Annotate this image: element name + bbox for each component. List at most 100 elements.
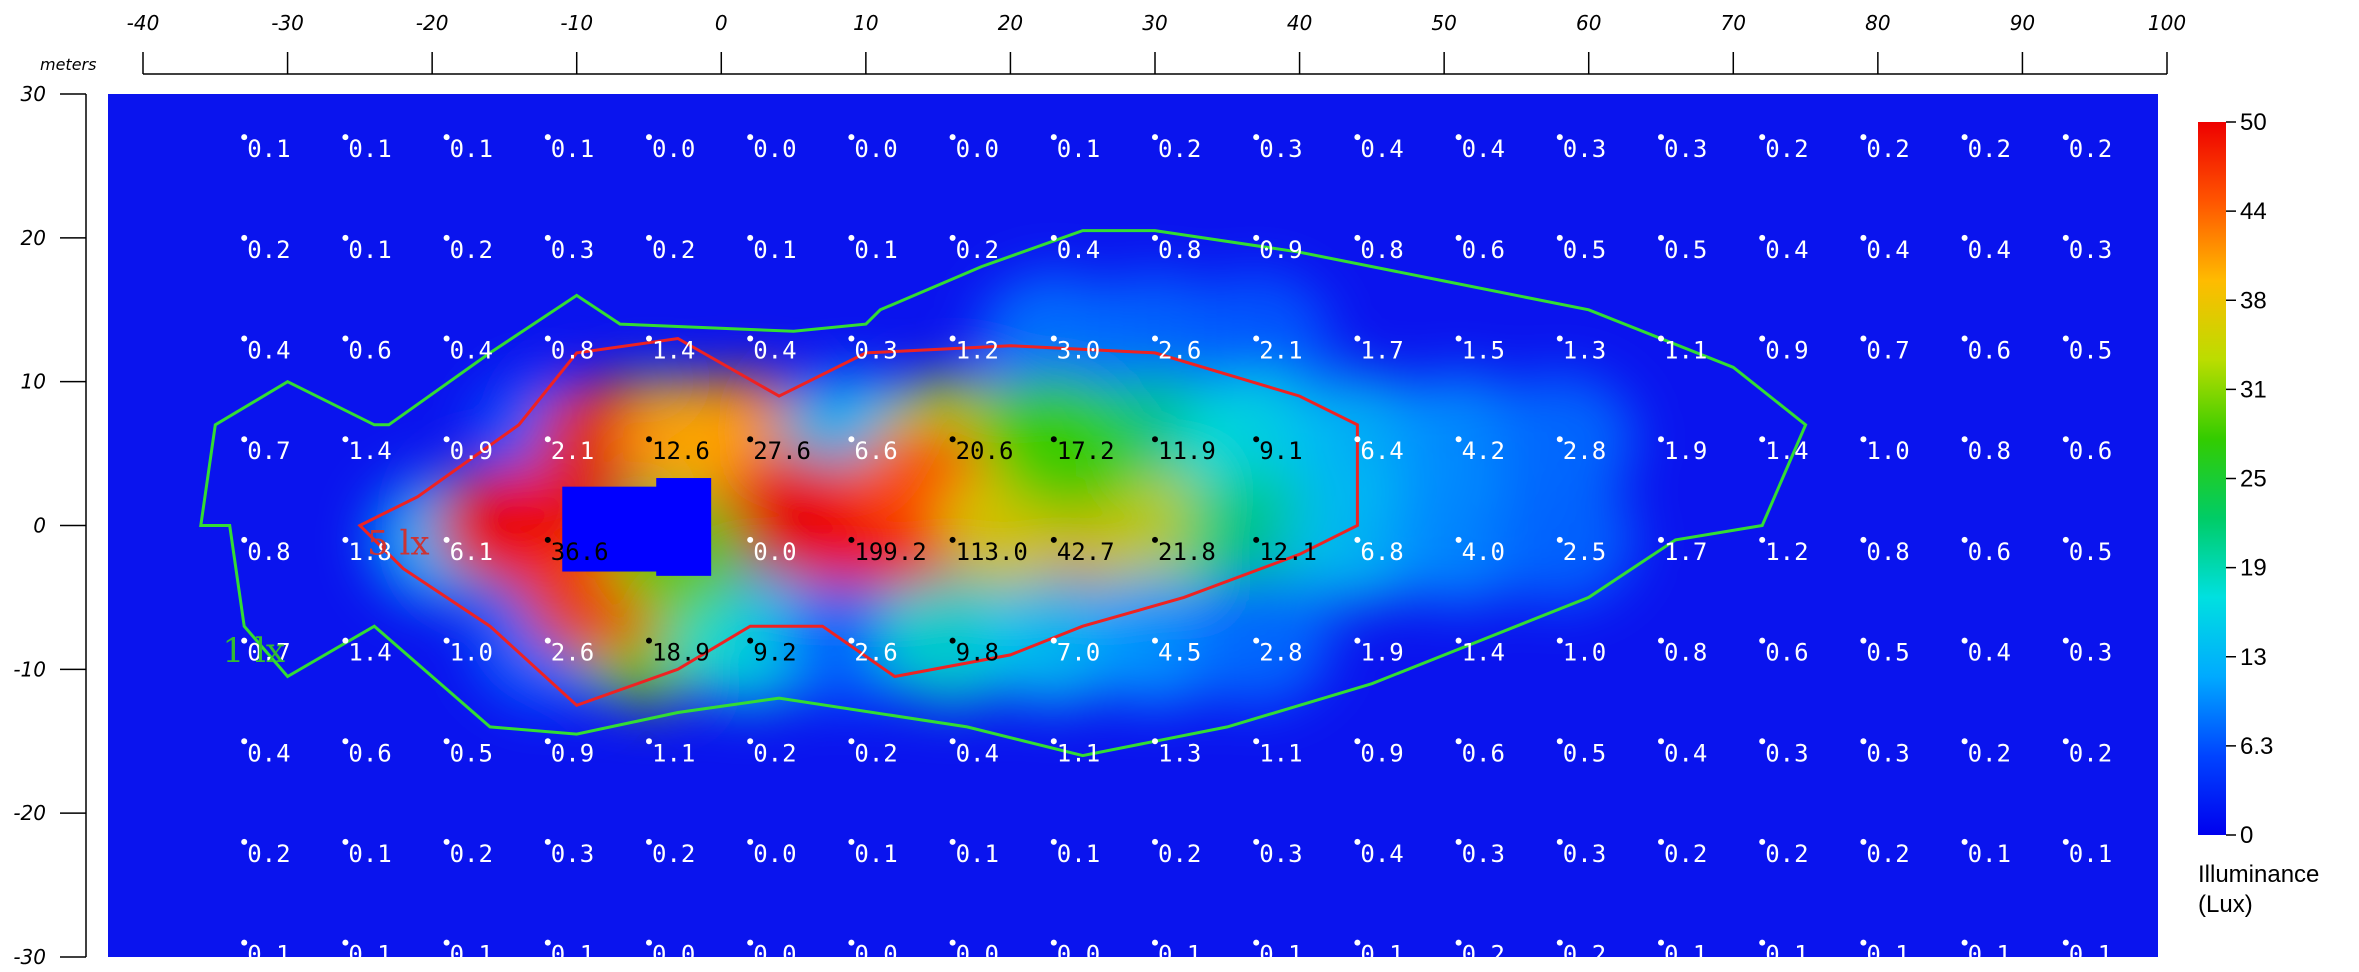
grid-value-label: 0.2 — [854, 739, 897, 767]
x-tick-label: 100 — [2148, 11, 2186, 35]
grid-point — [1455, 335, 1462, 342]
grid-value-label: 9.1 — [1259, 437, 1302, 465]
grid-point — [241, 234, 248, 241]
grid-point — [2062, 335, 2069, 342]
grid-point — [747, 234, 754, 241]
grid-value-label: 0.4 — [247, 739, 290, 767]
grid-point — [646, 436, 652, 443]
grid-value-label: 0.0 — [956, 135, 999, 163]
grid-value-label: 0.3 — [1765, 739, 1808, 767]
y-tick-label: -10 — [13, 657, 46, 681]
grid-value-label: 4.0 — [1462, 538, 1505, 566]
grid-point — [1658, 939, 1664, 946]
grid-value-label: 6.6 — [854, 437, 897, 465]
grid-value-label: 1.4 — [348, 437, 391, 465]
grid-point — [241, 738, 248, 745]
grid-point — [1152, 436, 1158, 443]
grid-point — [1961, 335, 1968, 342]
x-tick-label: -10 — [560, 11, 593, 35]
grid-point — [1050, 436, 1057, 443]
grid-value-label: 0.2 — [652, 236, 695, 264]
grid-value-label: 0.3 — [854, 337, 897, 365]
grid-point — [1455, 637, 1462, 644]
grid-point — [848, 637, 855, 644]
grid-point — [747, 536, 754, 543]
grid-value-label: 0.3 — [1563, 840, 1606, 868]
grid-value-label: 1.0 — [450, 639, 493, 667]
grid-value-label: 7.0 — [1057, 639, 1100, 667]
grid-value-label: 0.1 — [1360, 941, 1403, 969]
grid-point — [1658, 436, 1664, 443]
grid-point — [1961, 738, 1968, 745]
grid-value-label: 0.6 — [1968, 538, 2011, 566]
grid-value-label: 36.6 — [551, 538, 609, 566]
grid-point — [1455, 838, 1462, 845]
x-tick-label: 20 — [998, 11, 1023, 35]
grid-point — [646, 335, 652, 342]
grid-value-label: 1.1 — [652, 739, 695, 767]
grid-value-label: 0.9 — [1259, 236, 1302, 264]
grid-value-label: 6.1 — [450, 538, 493, 566]
grid-value-label: 0.1 — [2170, 941, 2213, 969]
grid-point — [544, 335, 551, 342]
grid-value-label: 0.5 — [2069, 337, 2112, 365]
grid-point — [1759, 738, 1766, 745]
grid-value-label: 0.6 — [348, 337, 391, 365]
grid-point — [2062, 637, 2069, 644]
grid-value-label: 0.6 — [1765, 639, 1808, 667]
grid-point — [1759, 838, 1766, 845]
grid-point — [342, 939, 349, 946]
grid-value-label: 0.1 — [956, 840, 999, 868]
grid-point — [1152, 134, 1158, 141]
grid-point — [1860, 436, 1867, 443]
grid-point — [1152, 536, 1158, 543]
grid-point — [1860, 939, 1867, 946]
grid-point — [646, 134, 652, 141]
grid-value-label: 0.4 — [1968, 236, 2011, 264]
grid-point — [1152, 939, 1158, 946]
grid-point — [1354, 738, 1361, 745]
grid-value-label: 0.2 — [956, 236, 999, 264]
x-tick-label: -40 — [127, 11, 160, 35]
grid-point — [1152, 738, 1158, 745]
grid-point — [1759, 436, 1766, 443]
grid-point — [1556, 436, 1563, 443]
grid-value-label: 113.0 — [956, 538, 1028, 566]
colorbar-title-line2: (Lux) — [2198, 891, 2253, 918]
grid-value-label: 0.3 — [1259, 135, 1302, 163]
grid-point — [646, 234, 652, 241]
grid-value-label: 2.1 — [1259, 337, 1302, 365]
grid-point — [1759, 536, 1766, 543]
grid-point — [646, 738, 652, 745]
grid-point — [949, 838, 956, 845]
grid-point — [2062, 234, 2069, 241]
grid-value-label: 0.3 — [1259, 840, 1302, 868]
grid-point — [443, 738, 450, 745]
grid-point — [1050, 838, 1057, 845]
grid-value-label: 1.5 — [1462, 337, 1505, 365]
y-axis: 30 20 10 0 -10 -20 -30 — [13, 82, 87, 969]
grid-point — [544, 637, 551, 644]
grid-value-label: 1.3 — [1563, 337, 1606, 365]
x-tick-label: -20 — [416, 11, 449, 35]
grid-point — [1253, 939, 1260, 946]
grid-value-label: 0.0 — [753, 135, 796, 163]
grid-point — [1759, 234, 1766, 241]
x-axis-unit-label: meters — [40, 55, 96, 74]
grid-point — [848, 134, 855, 141]
grid-value-label: 0.1 — [1664, 941, 1707, 969]
x-tick-label: 0 — [715, 11, 728, 35]
grid-point — [1961, 536, 1968, 543]
grid-point — [646, 939, 652, 946]
y-tick-label: 0 — [33, 514, 46, 538]
grid-value-label: 0.3 — [551, 840, 594, 868]
colorbar-tick-label: 38 — [2240, 287, 2267, 314]
grid-value-label: 0.0 — [753, 538, 796, 566]
grid-point — [443, 436, 450, 443]
grid-point — [1050, 335, 1057, 342]
grid-point — [342, 536, 349, 543]
grid-point — [747, 637, 754, 644]
grid-point — [1253, 536, 1260, 543]
grid-value-label: 0.1 — [450, 941, 493, 969]
x-tick-label: 70 — [1721, 11, 1746, 35]
